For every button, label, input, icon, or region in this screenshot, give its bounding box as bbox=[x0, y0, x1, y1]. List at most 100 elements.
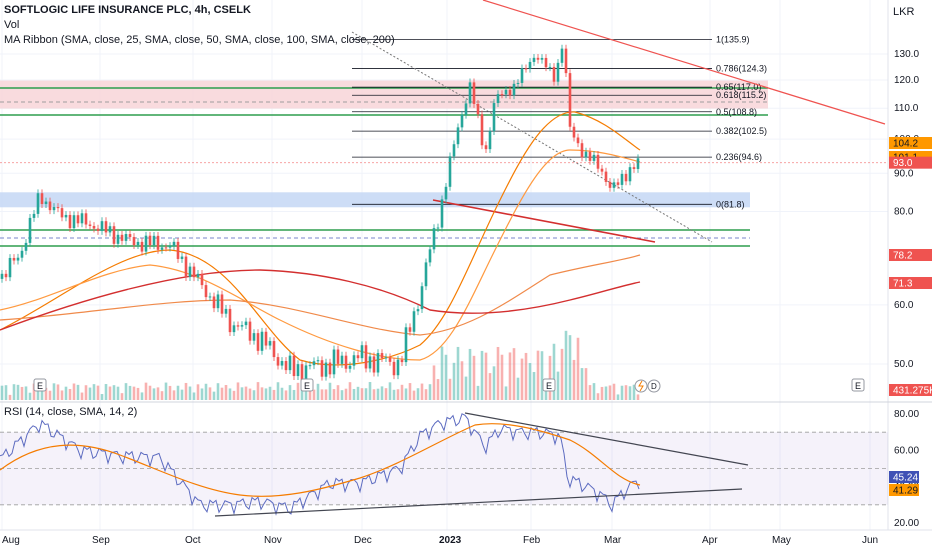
volume-bar bbox=[264, 388, 268, 400]
candle-body bbox=[216, 294, 220, 309]
candle-body bbox=[24, 242, 28, 251]
volume-bar bbox=[580, 368, 584, 400]
volume-bar bbox=[324, 389, 328, 400]
rsi-legend[interactable]: RSI (14, close, SMA, 14, 2) bbox=[4, 406, 138, 418]
volume-bar bbox=[592, 383, 596, 400]
candle-body bbox=[276, 357, 280, 366]
ma100-line bbox=[0, 254, 641, 336]
volume-bar bbox=[180, 389, 184, 400]
candle-body bbox=[524, 68, 528, 70]
ma-ribbon-legend[interactable]: MA Ribbon (SMA, close, 25, SMA, close, 5… bbox=[4, 34, 395, 46]
candle-body bbox=[168, 245, 172, 248]
candle-body bbox=[164, 247, 168, 249]
volume-bar bbox=[196, 384, 200, 400]
volume-bar bbox=[188, 386, 192, 400]
candle-body bbox=[292, 355, 296, 377]
volume-bar bbox=[256, 382, 260, 400]
volume-bar bbox=[368, 382, 372, 400]
price-badge bbox=[889, 137, 932, 149]
rsi-tick-label: 60.00 bbox=[894, 445, 919, 456]
candle-body bbox=[4, 273, 8, 278]
candle-body bbox=[500, 94, 504, 96]
candle-body bbox=[272, 341, 276, 358]
candle-body bbox=[600, 168, 604, 172]
candle-body bbox=[452, 144, 456, 157]
earnings-marker-label: E bbox=[546, 381, 552, 391]
volume-bar bbox=[4, 385, 8, 400]
fib-level-label: 0(81.8) bbox=[716, 199, 745, 209]
candle-body bbox=[128, 234, 132, 238]
candle-body bbox=[632, 167, 636, 169]
volume-bar bbox=[432, 365, 436, 400]
candle-body bbox=[544, 57, 548, 68]
candle-body bbox=[144, 235, 148, 252]
rsi-badge bbox=[889, 484, 919, 496]
volume-bar bbox=[184, 382, 188, 400]
candle-body bbox=[564, 48, 568, 74]
volume-bar bbox=[428, 384, 432, 400]
volume-legend[interactable]: Vol bbox=[4, 19, 20, 31]
volume-bar bbox=[128, 385, 132, 400]
candle-body bbox=[196, 273, 200, 278]
candle-body bbox=[612, 182, 616, 188]
candle-body bbox=[236, 325, 240, 327]
volume-bar bbox=[336, 385, 340, 400]
volume-bar bbox=[160, 391, 164, 400]
candle-body bbox=[116, 234, 120, 244]
volume-bar bbox=[416, 388, 420, 400]
candle-body bbox=[372, 356, 376, 373]
candle-body bbox=[528, 61, 532, 69]
volume-bar bbox=[404, 388, 408, 400]
fib-level-label: 0.5(108.8) bbox=[716, 107, 757, 117]
volume-bar bbox=[208, 387, 212, 400]
candle-body bbox=[148, 235, 152, 246]
candle-body bbox=[152, 235, 156, 246]
volume-bar bbox=[468, 348, 472, 400]
candle-body bbox=[260, 331, 264, 351]
fib-blue-zone bbox=[0, 192, 750, 208]
candle-body bbox=[44, 201, 48, 205]
fib-level-label: 0.382(102.5) bbox=[716, 126, 767, 136]
candle-body bbox=[532, 57, 536, 62]
candle-body bbox=[304, 365, 308, 383]
candle-body bbox=[616, 182, 620, 185]
candle-body bbox=[504, 89, 508, 95]
candle-body bbox=[552, 66, 556, 82]
price-tick-label: 90.0 bbox=[894, 168, 914, 179]
candle-body bbox=[284, 361, 288, 371]
candle-body bbox=[432, 228, 436, 250]
candle-body bbox=[428, 249, 432, 263]
volume-bar bbox=[472, 355, 476, 400]
candle-body bbox=[360, 345, 364, 359]
volume-bar bbox=[8, 394, 12, 400]
volume-bar bbox=[124, 383, 128, 400]
resistance-trendline bbox=[482, 0, 886, 125]
volume-bar bbox=[608, 385, 612, 400]
volume-bar bbox=[236, 382, 240, 400]
volume-bar bbox=[332, 389, 336, 400]
time-tick-label: Mar bbox=[604, 535, 622, 546]
candle-body bbox=[328, 362, 332, 375]
candle-body bbox=[316, 360, 320, 362]
candle-body bbox=[240, 325, 244, 327]
time-tick-label: Apr bbox=[702, 535, 718, 546]
volume-bar bbox=[284, 390, 288, 400]
candle-body bbox=[312, 361, 316, 366]
candle-body bbox=[32, 213, 36, 218]
candle-body bbox=[388, 357, 392, 362]
volume-bars bbox=[0, 330, 640, 400]
volume-bar bbox=[344, 388, 348, 400]
candle-body bbox=[568, 73, 572, 127]
volume-bar bbox=[540, 351, 544, 400]
price-badge bbox=[889, 156, 932, 169]
candle-body bbox=[588, 151, 592, 161]
price-tick-label: 120.0 bbox=[894, 75, 919, 86]
volume-bar bbox=[616, 394, 620, 400]
candle-body bbox=[508, 89, 512, 96]
candle-body bbox=[228, 308, 232, 333]
volume-bar bbox=[108, 386, 112, 400]
symbol-title[interactable]: SOFTLOGIC LIFE INSURANCE PLC, 4h, CSELK bbox=[4, 4, 251, 16]
volume-bar bbox=[588, 385, 592, 400]
candle-body bbox=[264, 331, 268, 346]
